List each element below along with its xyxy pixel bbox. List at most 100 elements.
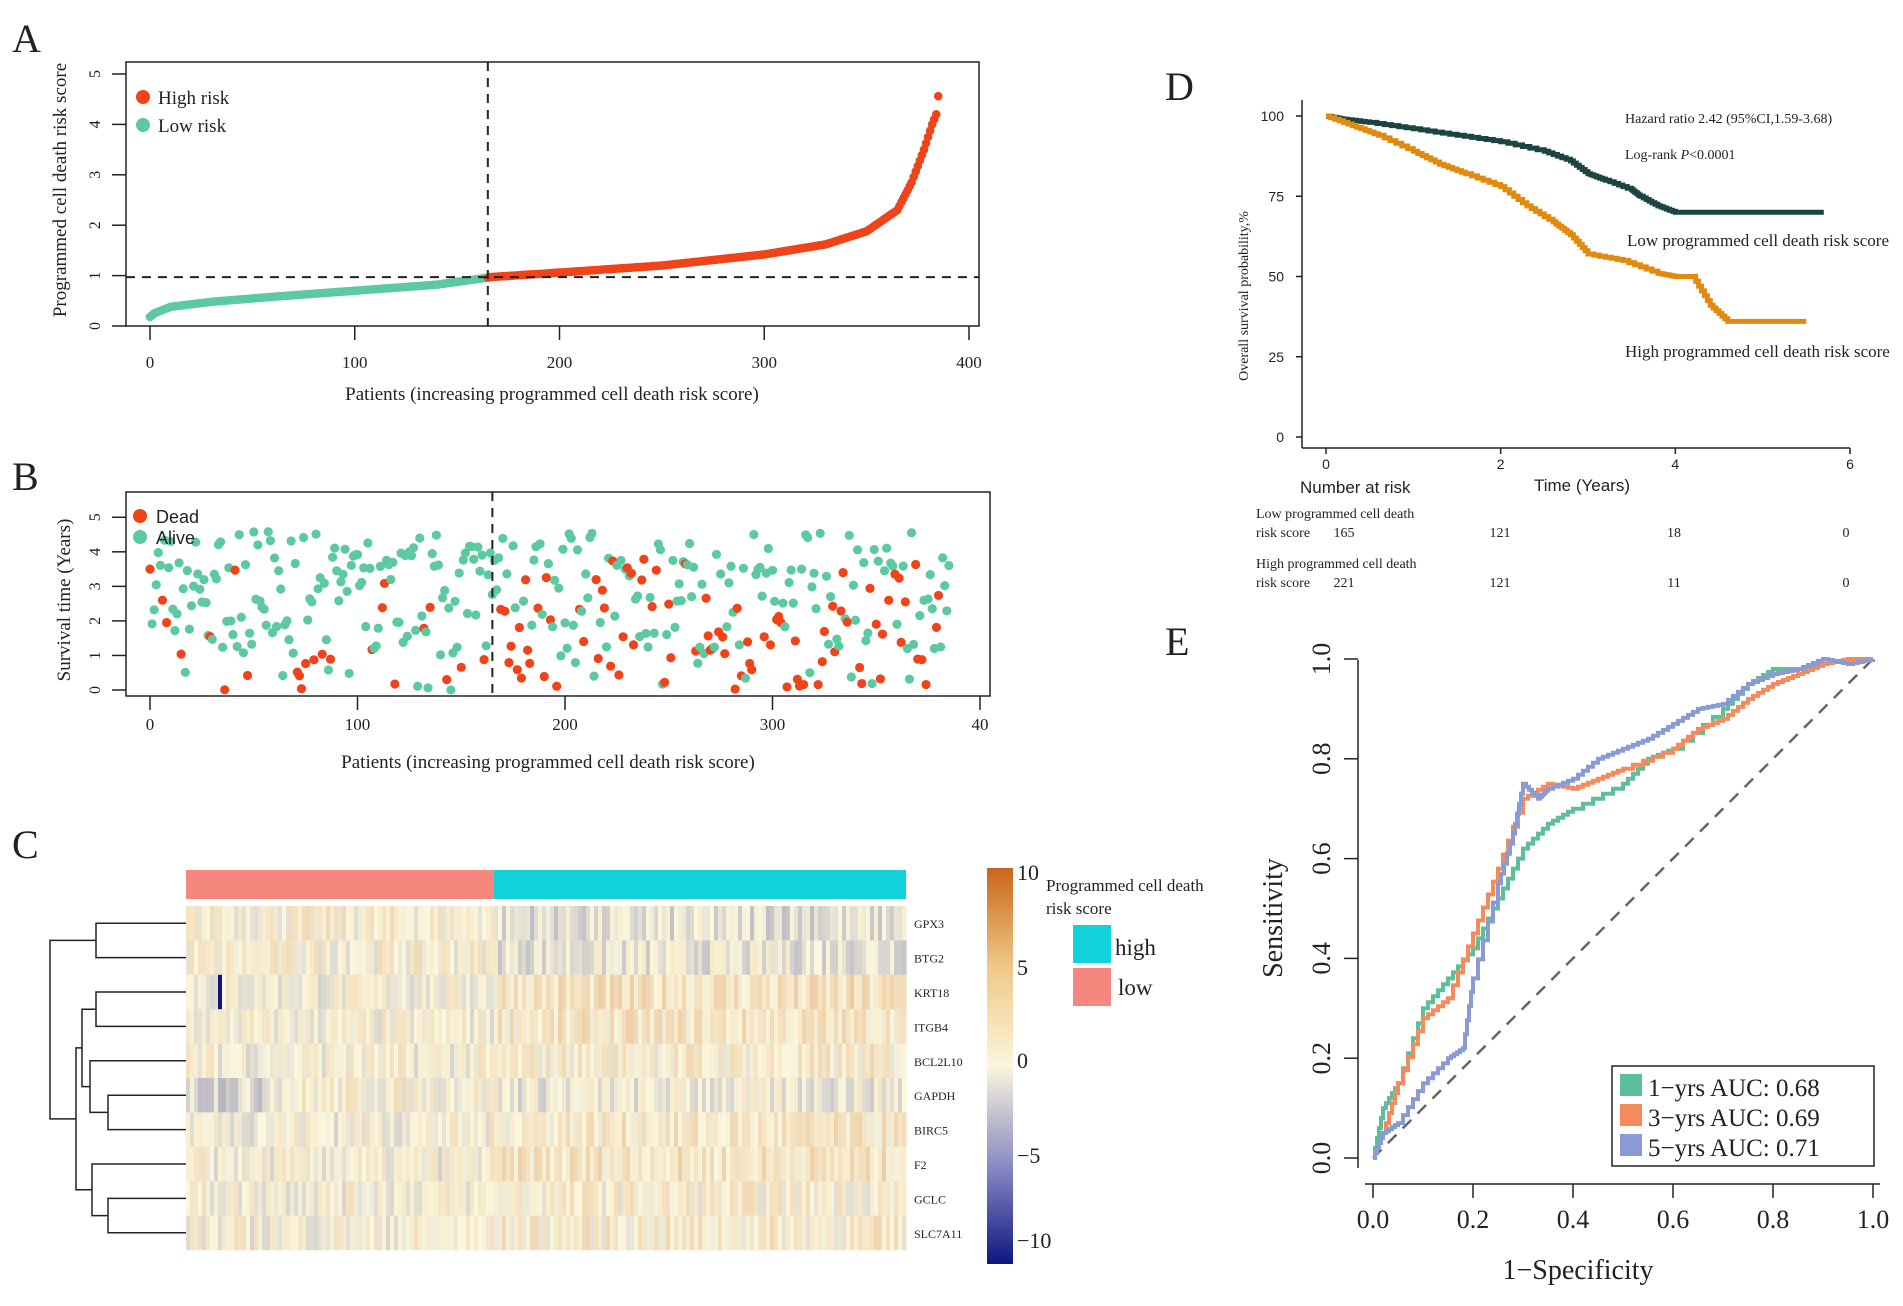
alive-point bbox=[184, 624, 195, 634]
heatmap-cell bbox=[678, 1146, 683, 1182]
alive-point bbox=[587, 528, 597, 538]
x-tick-label: 1.0 bbox=[1857, 1205, 1890, 1234]
alive-point bbox=[778, 598, 788, 608]
heatmap-cell bbox=[822, 940, 827, 976]
heatmap-cell bbox=[438, 1215, 443, 1251]
heatmap-cell bbox=[886, 1078, 891, 1113]
dead-point bbox=[220, 685, 230, 695]
heatmap-cell bbox=[374, 1146, 379, 1182]
heatmap-cell bbox=[306, 1112, 311, 1148]
heatmap-cell bbox=[450, 1112, 455, 1148]
heatmap-cell bbox=[326, 974, 331, 1010]
heatmap-cell bbox=[834, 1112, 839, 1148]
heatmap-cell bbox=[690, 1112, 695, 1148]
alive-point bbox=[352, 549, 363, 560]
heatmap-cell bbox=[874, 1043, 879, 1079]
heatmap-cell bbox=[398, 1043, 403, 1079]
heatmap-cell bbox=[486, 940, 491, 976]
alive-point bbox=[498, 533, 508, 543]
heatmap-cell bbox=[830, 1009, 835, 1044]
heatmap-cell bbox=[798, 1181, 803, 1216]
heatmap-cell bbox=[714, 1181, 719, 1216]
heatmap-cell bbox=[262, 974, 267, 1010]
heatmap-cell bbox=[474, 1009, 479, 1044]
dead-point bbox=[296, 684, 307, 694]
heatmap-cell bbox=[314, 1146, 319, 1182]
heatmap-cell bbox=[414, 1146, 419, 1182]
heatmap-cell bbox=[234, 1181, 239, 1216]
heatmap-cell bbox=[586, 1112, 591, 1148]
heatmap-cell bbox=[474, 1146, 479, 1182]
alive-point bbox=[832, 634, 842, 644]
heatmap-cell bbox=[466, 906, 471, 941]
alive-point bbox=[307, 597, 317, 607]
heatmap-cell bbox=[342, 940, 347, 976]
heatmap-cell bbox=[754, 1215, 759, 1251]
heatmap-cell bbox=[450, 940, 455, 976]
alive-point bbox=[805, 668, 815, 678]
heatmap-cell bbox=[398, 1009, 403, 1044]
heatmap-cell bbox=[854, 1146, 859, 1182]
heatmap-cell bbox=[442, 1078, 447, 1113]
heatmap-cell bbox=[758, 1215, 763, 1251]
heatmap-cell bbox=[862, 1146, 867, 1182]
color-scale-bar bbox=[987, 868, 1013, 1264]
dead-point bbox=[666, 653, 676, 663]
heatmap-cell bbox=[794, 906, 799, 941]
heatmap-cell bbox=[614, 1215, 619, 1251]
heatmap-cell bbox=[482, 1112, 487, 1148]
heatmap-cell bbox=[466, 1181, 471, 1216]
heatmap-cell bbox=[746, 940, 751, 976]
heatmap-cell bbox=[502, 906, 507, 941]
heatmap-cell bbox=[702, 1043, 707, 1079]
y-axis-label: Sensitivity bbox=[1258, 858, 1289, 978]
heatmap-cell bbox=[554, 1146, 559, 1182]
heatmap-cell bbox=[458, 1043, 463, 1079]
alive-point bbox=[471, 610, 481, 620]
heatmap-cell bbox=[658, 1043, 663, 1079]
heatmap-cell bbox=[410, 1043, 415, 1079]
roc-plot: 0.00.20.40.60.81.0 0.0 0.2 0.4 0.6 0.8 1.0 Se… bbox=[1258, 643, 1889, 1286]
alive-point bbox=[668, 555, 678, 566]
heatmap-cell bbox=[722, 1009, 727, 1044]
heatmap-cell bbox=[670, 1112, 675, 1148]
heatmap-cell bbox=[830, 1181, 835, 1216]
alive-point bbox=[915, 610, 925, 621]
heatmap-cell bbox=[710, 1146, 715, 1182]
heatmap-cell bbox=[642, 1009, 647, 1044]
heatmap-cell bbox=[226, 940, 231, 976]
heatmap-cell bbox=[774, 940, 779, 976]
heatmap-cell bbox=[842, 974, 847, 1010]
heatmap-cell bbox=[534, 1078, 539, 1113]
heatmap-cell bbox=[394, 1043, 399, 1079]
heatmap-cell bbox=[546, 1009, 551, 1044]
heatmap-cell bbox=[358, 1112, 363, 1148]
alive-point bbox=[938, 553, 948, 563]
heatmap-cell bbox=[502, 1215, 507, 1251]
heatmap-cell bbox=[270, 974, 275, 1010]
x-tick-label: 40 bbox=[972, 715, 989, 734]
heatmap-cell bbox=[394, 1009, 399, 1044]
heatmap-cell bbox=[430, 1078, 435, 1113]
heatmap-cell bbox=[678, 1043, 683, 1079]
alive-point bbox=[738, 563, 749, 573]
heatmap-cell bbox=[734, 1146, 739, 1182]
heatmap-cell bbox=[462, 1215, 467, 1251]
alive-point bbox=[247, 639, 257, 649]
heatmap-cell bbox=[194, 940, 199, 976]
heatmap-cell bbox=[442, 1181, 447, 1216]
heatmap-cell bbox=[446, 1215, 451, 1251]
heatmap-cell bbox=[314, 1009, 319, 1044]
heatmap-cell bbox=[630, 974, 635, 1010]
heatmap-cell bbox=[530, 1215, 535, 1251]
heatmap-cell bbox=[494, 1078, 499, 1113]
dead-point bbox=[842, 617, 852, 627]
heatmap-cell bbox=[442, 1009, 447, 1044]
heatmap-cell bbox=[670, 1043, 675, 1079]
heatmap-cell bbox=[306, 940, 311, 976]
heatmap-cell bbox=[830, 906, 835, 941]
heatmap-cell bbox=[270, 1112, 275, 1148]
heatmap-cell bbox=[810, 974, 815, 1010]
heatmap-cell bbox=[534, 974, 539, 1010]
heatmap-cell bbox=[314, 1215, 319, 1251]
